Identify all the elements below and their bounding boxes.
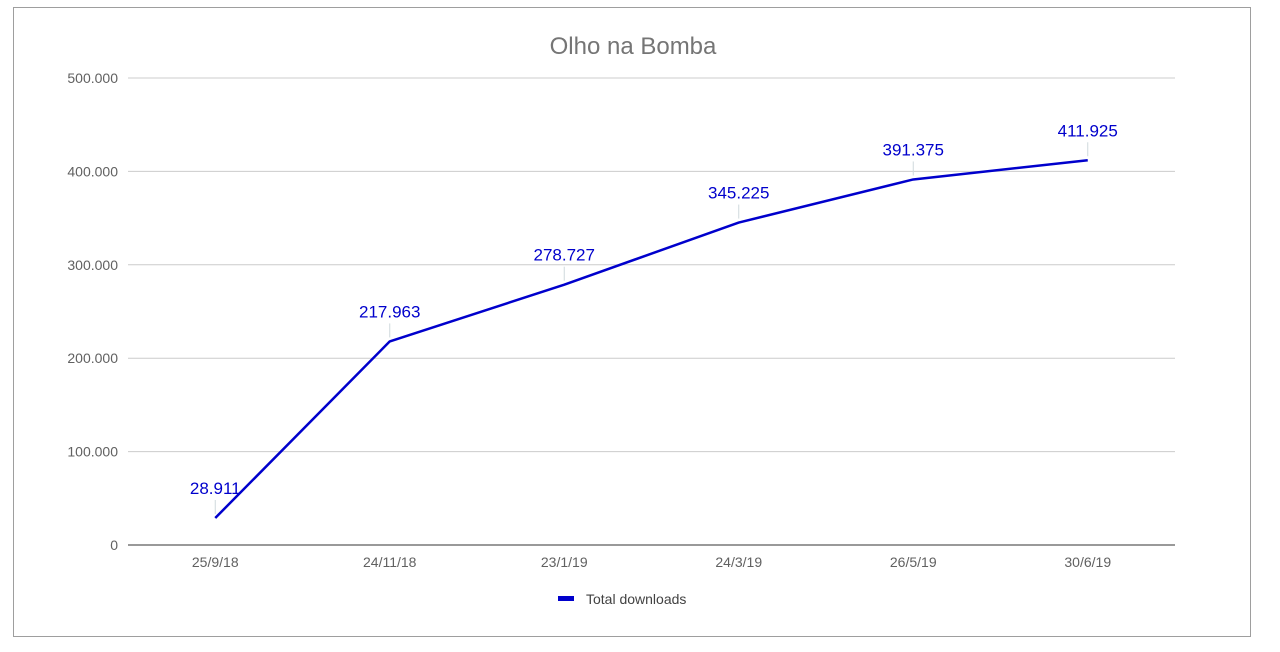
data-label: 278.727 <box>534 246 595 265</box>
x-tick-label: 24/11/18 <box>363 554 417 570</box>
x-tick-label: 23/1/19 <box>541 554 588 570</box>
y-tick-label: 500.000 <box>67 70 118 86</box>
data-point[interactable] <box>736 220 742 226</box>
data-label: 217.963 <box>359 302 420 321</box>
data-label: 345.225 <box>708 184 769 203</box>
gridlines <box>128 77 1175 546</box>
y-tick-label: 400.000 <box>67 163 118 179</box>
data-point[interactable] <box>910 176 916 182</box>
x-tick-label: 25/9/18 <box>192 554 239 570</box>
chart-frame <box>13 7 1251 637</box>
legend-swatch <box>558 596 574 601</box>
data-point[interactable] <box>1085 157 1091 163</box>
legend[interactable]: Total downloads <box>558 591 686 607</box>
data-point[interactable] <box>561 282 567 288</box>
data-label: 391.375 <box>883 140 944 159</box>
data-labels: 28.911 217.963 278.727 345.225 391.375 411.92… <box>190 121 1118 514</box>
y-axis-ticks: 0 100.000 200.000 300.000 400.000 500.000 <box>67 70 118 553</box>
data-point[interactable] <box>387 338 393 344</box>
x-tick-label: 24/3/19 <box>715 554 762 570</box>
chart-title: Olho na Bomba <box>550 33 717 60</box>
y-tick-label: 300.000 <box>67 257 118 273</box>
series-lines <box>212 157 1091 521</box>
data-point[interactable] <box>212 515 218 521</box>
y-tick-label: 100.000 <box>67 444 118 460</box>
x-tick-label: 30/6/19 <box>1064 554 1111 570</box>
series-line[interactable] <box>214 159 1088 519</box>
y-tick-label: 200.000 <box>67 350 118 366</box>
y-tick-label: 0 <box>110 537 118 553</box>
legend-label[interactable]: Total downloads <box>586 591 686 607</box>
x-axis-ticks: 25/9/18 24/11/18 23/1/19 24/3/19 26/5/19 30/6… <box>192 554 1111 570</box>
x-tick-label: 26/5/19 <box>890 554 937 570</box>
data-label: 411.925 <box>1058 121 1118 140</box>
data-label: 28.911 <box>190 479 241 498</box>
